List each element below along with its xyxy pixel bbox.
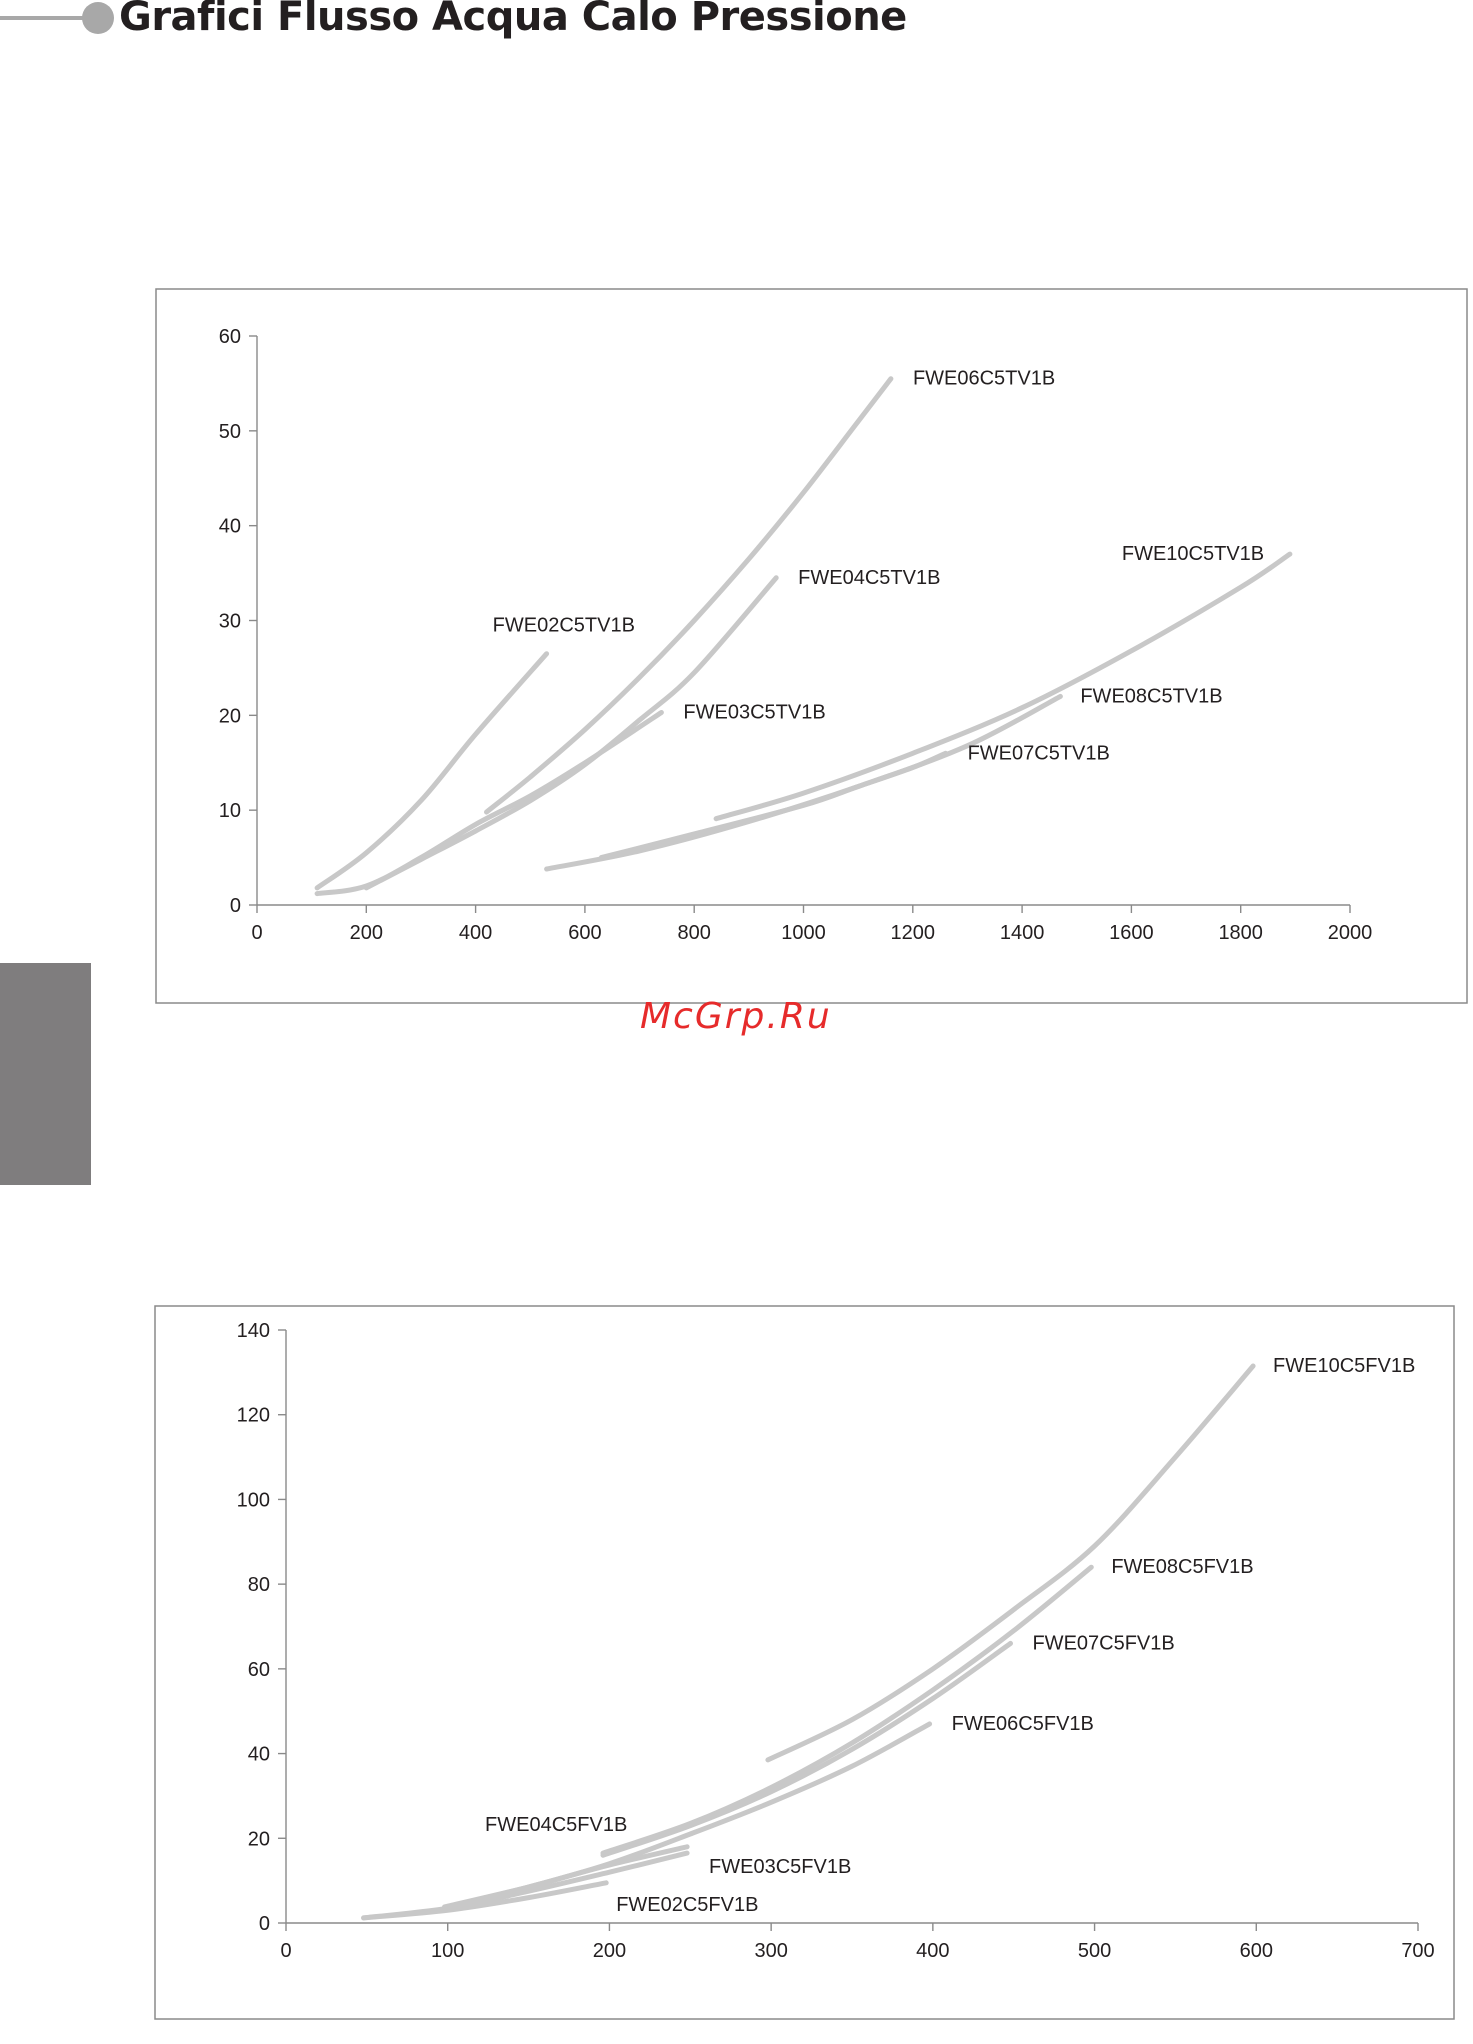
pressure-drop-chart-tv: 0 200 400 600 800 1000 1200 1400 1600 1800 2000 0 10… bbox=[155, 288, 1468, 1004]
x-tick-label: 700 bbox=[1401, 1940, 1434, 1962]
series-label-fwe02c5fv1b: FWE02C5FV1B bbox=[616, 1894, 758, 1916]
series-line-fwe03c5fv1b bbox=[361, 1850, 690, 1921]
x-tick-label: 0 bbox=[251, 922, 262, 944]
x-tick-label: 100 bbox=[431, 1940, 464, 1962]
header-rule bbox=[0, 16, 92, 20]
x-tick-label: 0 bbox=[280, 1940, 291, 1962]
series-line-fwe10c5fv1b bbox=[765, 1363, 1256, 1763]
x-tick-label: 1200 bbox=[891, 922, 936, 944]
side-tab-marker bbox=[0, 963, 91, 1185]
x-tick-label: 400 bbox=[459, 922, 492, 944]
x-tick-label: 500 bbox=[1078, 1940, 1111, 1962]
chart-axes: 0 200 400 600 800 1000 1200 1400 1600 1800 2000 0 10… bbox=[219, 326, 1373, 944]
y-tick-label: 50 bbox=[219, 421, 241, 443]
y-tick-label: 20 bbox=[219, 705, 241, 727]
y-tick-label: 120 bbox=[237, 1405, 270, 1427]
series-label-fwe10c5fv1b: FWE10C5FV1B bbox=[1273, 1355, 1415, 1377]
x-tick-label: 2000 bbox=[1328, 922, 1373, 944]
x-tick-label: 1400 bbox=[1000, 922, 1045, 944]
series-line-fwe08c5tv1b bbox=[544, 693, 1063, 872]
series-label-fwe07c5tv1b: FWE07C5TV1B bbox=[968, 742, 1110, 764]
y-tick-label: 40 bbox=[248, 1744, 270, 1766]
x-tick-label: 600 bbox=[568, 922, 601, 944]
x-tick-label: 800 bbox=[678, 922, 711, 944]
series-line-fwe04c5tv1b bbox=[363, 575, 779, 891]
x-tick-label: 400 bbox=[916, 1940, 949, 1962]
series-line-fwe06c5tv1b bbox=[484, 376, 894, 815]
chart-lines bbox=[314, 376, 1293, 897]
x-tick-label: 1600 bbox=[1109, 922, 1154, 944]
y-tick-label: 140 bbox=[237, 1320, 270, 1342]
series-line-fwe02c5tv1b bbox=[314, 651, 550, 891]
chart-series-labels: FWE02C5FV1B FWE03C5FV1B FWE04C5FV1B FWE06C5… bbox=[485, 1355, 1415, 1916]
series-label-fwe08c5tv1b: FWE08C5TV1B bbox=[1080, 685, 1222, 707]
x-tick-label: 1800 bbox=[1218, 922, 1263, 944]
series-label-fwe10c5tv1b: FWE10C5TV1B bbox=[1122, 543, 1264, 565]
y-tick-label: 60 bbox=[219, 326, 241, 348]
chart-series-labels: FWE02C5TV1B FWE03C5TV1B FWE04C5TV1B FWE06C5… bbox=[493, 368, 1265, 765]
chart-lines bbox=[361, 1363, 1256, 1921]
series-label-fwe06c5fv1b: FWE06C5FV1B bbox=[952, 1713, 1094, 1735]
x-tick-label: 200 bbox=[593, 1940, 626, 1962]
header-bullet bbox=[82, 2, 114, 34]
series-label-fwe02c5tv1b: FWE02C5TV1B bbox=[493, 615, 635, 637]
series-label-fwe04c5tv1b: FWE04C5TV1B bbox=[798, 567, 940, 589]
x-tick-label: 600 bbox=[1240, 1940, 1273, 1962]
x-tick-label: 200 bbox=[350, 922, 383, 944]
y-tick-label: 100 bbox=[237, 1489, 270, 1511]
series-label-fwe03c5fv1b: FWE03C5FV1B bbox=[709, 1856, 851, 1878]
x-tick-label: 300 bbox=[754, 1940, 787, 1962]
watermark: McGrp.Ru bbox=[640, 996, 832, 1037]
y-tick-label: 0 bbox=[230, 895, 241, 917]
y-tick-label: 30 bbox=[219, 611, 241, 633]
y-tick-label: 20 bbox=[248, 1828, 270, 1850]
y-tick-label: 40 bbox=[219, 516, 241, 538]
y-tick-label: 60 bbox=[248, 1659, 270, 1681]
series-label-fwe03c5tv1b: FWE03C5TV1B bbox=[683, 701, 825, 723]
series-line-fwe08c5fv1b bbox=[600, 1564, 1094, 1856]
page-title: Grafici Flusso Acqua Calo Pressione bbox=[119, 0, 907, 40]
y-tick-label: 10 bbox=[219, 800, 241, 822]
series-line-fwe06c5fv1b bbox=[442, 1721, 933, 1911]
chart-frame bbox=[154, 1305, 1455, 2020]
series-line-fwe10c5tv1b bbox=[713, 551, 1293, 822]
y-tick-label: 0 bbox=[259, 1913, 270, 1935]
series-label-fwe07c5fv1b: FWE07C5FV1B bbox=[1032, 1632, 1174, 1654]
series-label-fwe04c5fv1b: FWE04C5FV1B bbox=[485, 1814, 627, 1836]
x-tick-label: 1000 bbox=[781, 922, 826, 944]
chart-axes: 0 100 200 300 400 500 600 700 0 20 40 60 80 100 120 140 bbox=[237, 1320, 1435, 1962]
series-label-fwe08c5fv1b: FWE08C5FV1B bbox=[1111, 1556, 1253, 1578]
y-tick-label: 80 bbox=[248, 1574, 270, 1596]
series-label-fwe06c5tv1b: FWE06C5TV1B bbox=[913, 368, 1055, 390]
